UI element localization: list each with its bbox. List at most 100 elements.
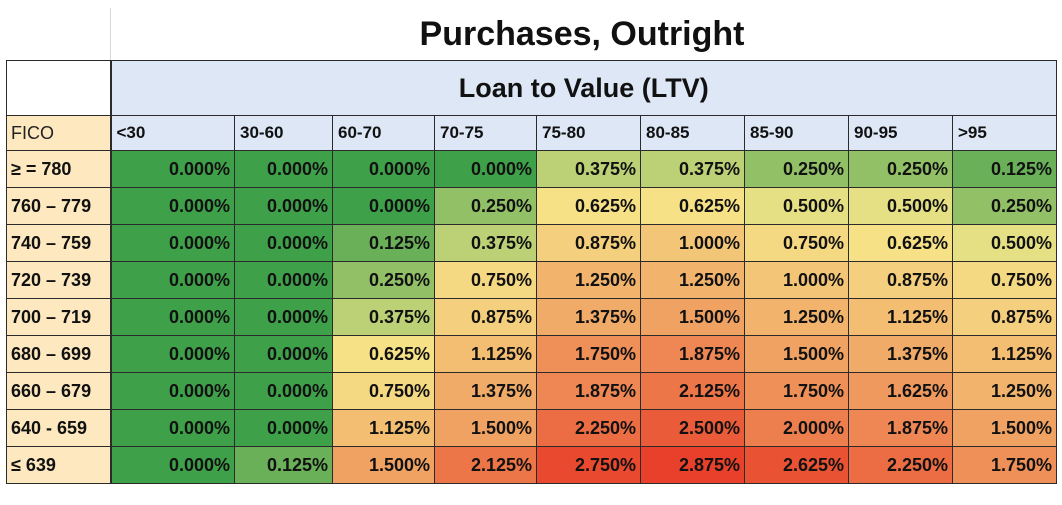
- chart-title: Purchases, Outright: [110, 8, 1053, 60]
- heatmap-cell: 2.500%: [640, 409, 745, 447]
- heatmap-cell: 0.000%: [332, 187, 435, 225]
- heatmap-cell: 1.250%: [640, 261, 745, 299]
- ltv-column-header: <30: [110, 115, 235, 151]
- heatmap-cell: 0.000%: [234, 335, 333, 373]
- heatmap-cell: 0.000%: [110, 150, 235, 188]
- header-corner-cell: [6, 60, 112, 116]
- heatmap-cell: 2.250%: [848, 446, 953, 484]
- heatmap-cell: 1.250%: [951, 372, 1058, 410]
- heatmap-cell: 0.375%: [434, 224, 537, 262]
- heatmap-body: ≥ = 780 0.000% 0.000% 0.000% 0.000% 0.375% 0.3…: [6, 150, 1058, 484]
- heatmap-cell: 2.750%: [536, 446, 641, 484]
- fico-row-label: 700 – 719: [6, 298, 112, 336]
- heatmap-cell: 0.000%: [110, 335, 235, 373]
- heatmap-cell: 0.875%: [434, 298, 537, 336]
- fico-row-label: 660 – 679: [6, 372, 112, 410]
- table-row: ≥ = 780 0.000% 0.000% 0.000% 0.000% 0.375% 0.3…: [6, 150, 1058, 188]
- heatmap-cell: 0.000%: [110, 187, 235, 225]
- fico-row-label: 740 – 759: [6, 224, 112, 262]
- heatmap-cell: 1.750%: [744, 372, 849, 410]
- heatmap-cell: 2.250%: [536, 409, 641, 447]
- ltv-fico-heatmap-table: Loan to Value (LTV) FICO <30 30-60 60-70 70…: [6, 60, 1058, 484]
- heatmap-cell: 1.375%: [434, 372, 537, 410]
- table-row: 700 – 719 0.000% 0.000% 0.375% 0.875% 1.375% 1…: [6, 298, 1058, 336]
- heatmap-cell: 0.000%: [234, 224, 333, 262]
- ltv-column-header: 75-80: [536, 115, 641, 151]
- heatmap-cell: 0.875%: [536, 224, 641, 262]
- heatmap-cell: 0.375%: [536, 150, 641, 188]
- table-row: 680 – 699 0.000% 0.000% 0.625% 1.125% 1.750% 1…: [6, 335, 1058, 373]
- heatmap-cell: 0.000%: [110, 298, 235, 336]
- heatmap-cell: 2.875%: [640, 446, 745, 484]
- ltv-column-header: 80-85: [640, 115, 745, 151]
- ltv-column-header: 60-70: [332, 115, 435, 151]
- heatmap-cell: 0.000%: [234, 372, 333, 410]
- heatmap-cell: 0.000%: [234, 261, 333, 299]
- heatmap-cell: 0.875%: [951, 298, 1058, 336]
- table-row: ≤ 639 0.000% 0.125% 1.500% 2.125% 2.750% 2.875…: [6, 446, 1058, 484]
- heatmap-cell: 1.500%: [744, 335, 849, 373]
- ltv-column-header: 30-60: [234, 115, 333, 151]
- heatmap-cell: 1.250%: [744, 298, 849, 336]
- heatmap-cell: 0.000%: [434, 150, 537, 188]
- ltv-column-header: 85-90: [744, 115, 849, 151]
- heatmap-cell: 2.000%: [744, 409, 849, 447]
- heatmap-cell: 0.000%: [110, 261, 235, 299]
- fico-axis-label: FICO: [6, 115, 112, 151]
- fico-row-label: 640 - 659: [6, 409, 112, 447]
- heatmap-cell: 2.125%: [434, 446, 537, 484]
- heatmap-cell: 0.875%: [848, 261, 953, 299]
- heatmap-cell: 1.500%: [332, 446, 435, 484]
- ltv-axis-label: Loan to Value (LTV): [109, 60, 1058, 116]
- heatmap-cell: 0.000%: [234, 298, 333, 336]
- heatmap-cell: 1.750%: [536, 335, 641, 373]
- heatmap-cell: 0.250%: [951, 187, 1058, 225]
- heatmap-cell: 0.750%: [744, 224, 849, 262]
- ltv-column-header: 70-75: [434, 115, 537, 151]
- heatmap-cell: 0.375%: [332, 298, 435, 336]
- fico-row-label: ≥ = 780: [6, 150, 112, 188]
- table-row: 720 – 739 0.000% 0.000% 0.250% 0.750% 1.250% 1…: [6, 261, 1058, 299]
- heatmap-cell: 0.500%: [744, 187, 849, 225]
- heatmap-cell: 0.000%: [110, 409, 235, 447]
- heatmap-cell: 2.125%: [640, 372, 745, 410]
- heatmap-cell: 1.875%: [536, 372, 641, 410]
- heatmap-cell: 0.625%: [640, 187, 745, 225]
- heatmap-cell: 0.625%: [848, 224, 953, 262]
- heatmap-cell: 0.000%: [110, 372, 235, 410]
- table-row: 760 – 779 0.000% 0.000% 0.000% 0.250% 0.625% 0…: [6, 187, 1058, 225]
- heatmap-cell: 1.125%: [434, 335, 537, 373]
- heatmap-cell: 1.750%: [951, 446, 1058, 484]
- heatmap-cell: 1.125%: [848, 298, 953, 336]
- table-row: 640 - 659 0.000% 0.000% 1.125% 1.500% 2.250% 2…: [6, 409, 1058, 447]
- heatmap-cell: 0.750%: [434, 261, 537, 299]
- heatmap-cell: 2.625%: [744, 446, 849, 484]
- heatmap-cell: 0.125%: [332, 224, 435, 262]
- heatmap-cell: 1.000%: [640, 224, 745, 262]
- heatmap-cell: 0.250%: [434, 187, 537, 225]
- heatmap-cell: 1.125%: [332, 409, 435, 447]
- heatmap-cell: 0.500%: [951, 224, 1058, 262]
- heatmap-cell: 0.000%: [110, 224, 235, 262]
- heatmap-cell: 0.000%: [234, 187, 333, 225]
- ltv-column-header: >95: [951, 115, 1058, 151]
- heatmap-cell: 1.625%: [848, 372, 953, 410]
- heatmap-cell: 1.375%: [848, 335, 953, 373]
- heatmap-cell: 0.250%: [848, 150, 953, 188]
- heatmap-cell: 0.125%: [951, 150, 1058, 188]
- heatmap-cell: 1.125%: [951, 335, 1058, 373]
- fico-row-label: 760 – 779: [6, 187, 112, 225]
- heatmap-cell: 0.250%: [332, 261, 435, 299]
- heatmap-cell: 0.000%: [234, 150, 333, 188]
- heatmap-cell: 0.625%: [332, 335, 435, 373]
- pricing-sheet: Purchases, Outright Loan to Value (LTV) …: [6, 8, 1058, 498]
- heatmap-cell: 1.875%: [640, 335, 745, 373]
- heatmap-cell: 0.375%: [640, 150, 745, 188]
- heatmap-cell: 1.500%: [951, 409, 1058, 447]
- heatmap-cell: 0.750%: [951, 261, 1058, 299]
- fico-row-label: 720 – 739: [6, 261, 112, 299]
- ltv-column-header: 90-95: [848, 115, 953, 151]
- heatmap-cell: 1.500%: [434, 409, 537, 447]
- heatmap-cell: 0.500%: [848, 187, 953, 225]
- table-row: 660 – 679 0.000% 0.000% 0.750% 1.375% 1.875% 2…: [6, 372, 1058, 410]
